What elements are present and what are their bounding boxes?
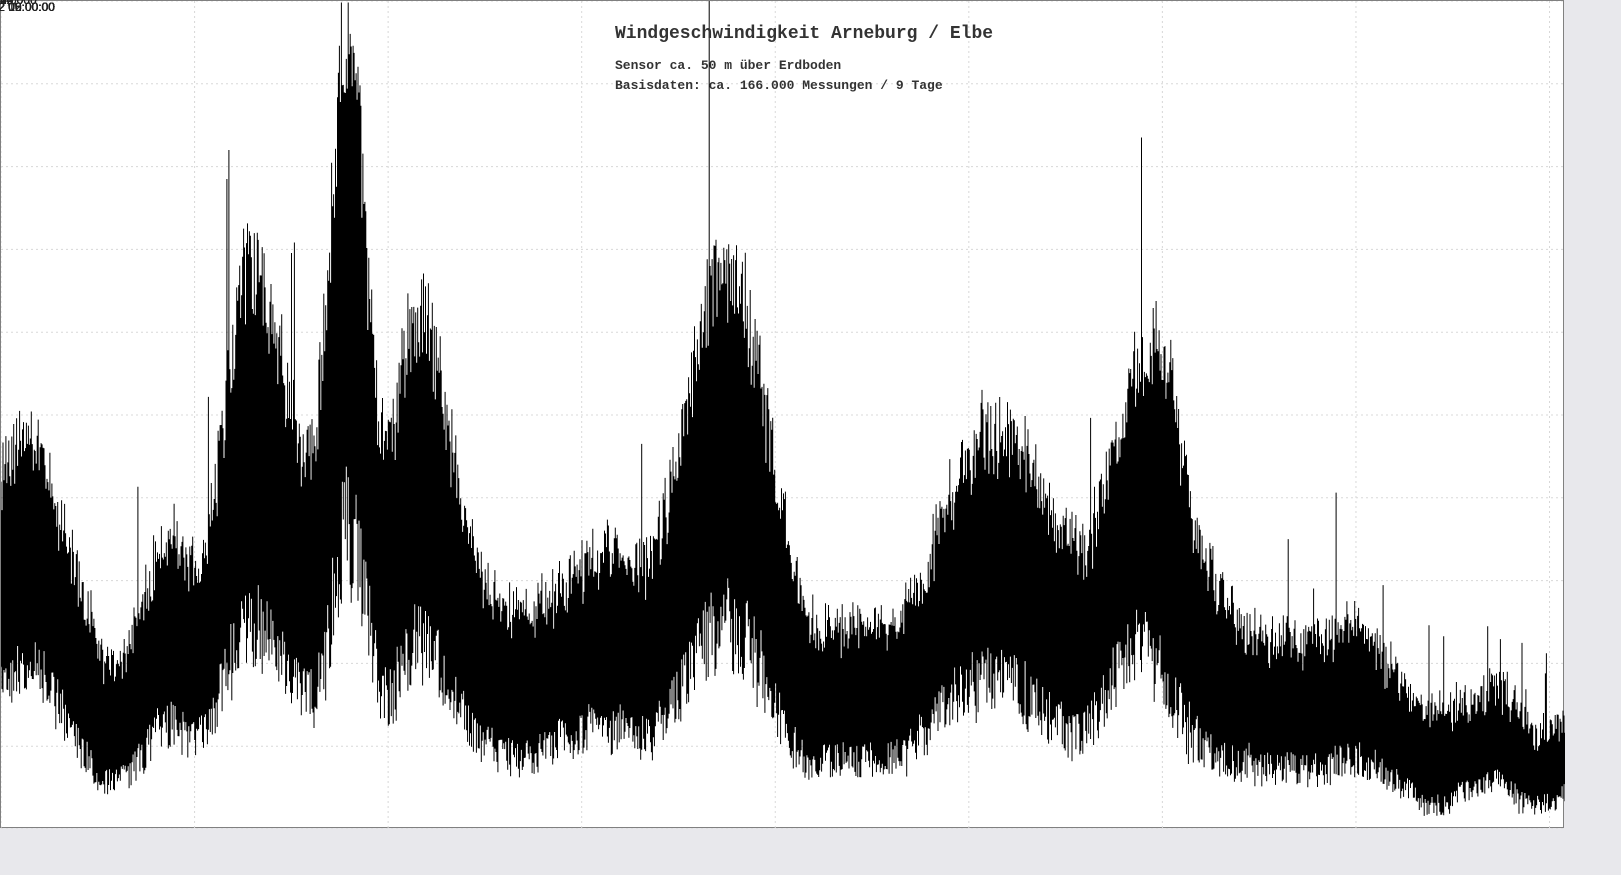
stage: Windgeschwindigkeit Arneburg / Elbe Sens… [0, 0, 1621, 875]
x-tick-label: 11.01.2022 00:00:00 [0, 0, 55, 14]
series [1, 1, 1565, 816]
chart-title: Windgeschwindigkeit Arneburg / Elbe [615, 24, 993, 44]
plot-svg [1, 1, 1565, 829]
chart-subtitle-sensor: Sensor ca. 50 m über Erdboden [615, 58, 841, 73]
plot-area [0, 0, 1564, 828]
chart-subtitle-basis: Basisdaten: ca. 166.000 Messungen / 9 Ta… [615, 78, 943, 93]
